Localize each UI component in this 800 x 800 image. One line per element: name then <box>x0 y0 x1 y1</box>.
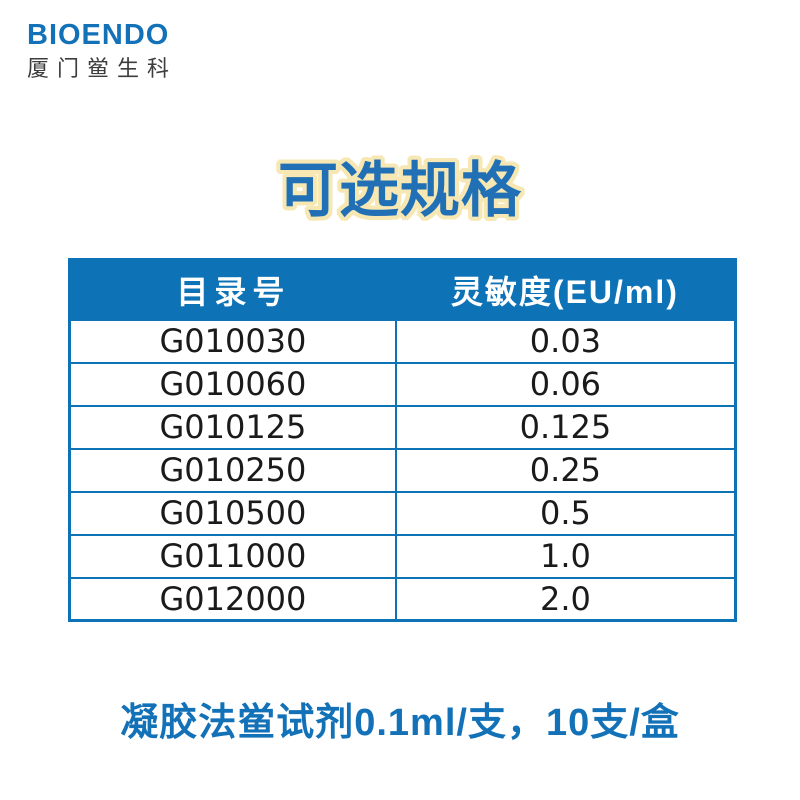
spec-table-grid: 目录号 灵敏度(EU/ml) G010030 0.03 G010060 0.06 G01… <box>68 258 737 622</box>
table-cell-catalog: G010500 <box>68 490 397 536</box>
table-row: G010125 0.125 <box>68 404 737 450</box>
table-cell-sensitivity: 1.0 <box>394 533 737 579</box>
col-header-catalog-number: 目录号 <box>69 259 396 320</box>
page-title: 可选规格 <box>278 157 522 224</box>
table-cell-catalog: G011000 <box>68 533 397 579</box>
table-row: G012000 2.0 <box>68 576 737 622</box>
product-caption: 凝胶法鲎试剂0.1ml/支，10支/盒 <box>120 702 680 744</box>
brand-logo: BIOENDO 厦门鲎生科 <box>27 20 177 82</box>
table-row: G010030 0.03 <box>68 318 737 364</box>
brand-name: BIOENDO <box>27 19 170 51</box>
table-cell-sensitivity: 0.5 <box>394 490 737 536</box>
table-cell-catalog: G010125 <box>68 404 397 450</box>
brand-subtitle: 厦门鲎生科 <box>27 56 178 82</box>
table-cell-sensitivity: 2.0 <box>394 576 737 622</box>
table-row: G010250 0.25 <box>68 447 737 493</box>
table-cell-catalog: G012000 <box>68 576 397 622</box>
table-cell-sensitivity: 0.25 <box>394 447 737 493</box>
table-cell-catalog: G010030 <box>68 318 397 364</box>
table-row: G011000 1.0 <box>68 533 737 579</box>
table-cell-sensitivity: 0.03 <box>394 318 737 364</box>
table-cell-sensitivity: 0.125 <box>394 404 737 450</box>
table-row: G010500 0.5 <box>68 490 737 536</box>
table-cell-sensitivity: 0.06 <box>394 361 737 407</box>
table-row: G010060 0.06 <box>68 361 737 407</box>
table-cell-catalog: G010060 <box>68 361 397 407</box>
col-header-sensitivity: 灵敏度(EU/ml) <box>395 259 736 320</box>
spec-table: 目录号 灵敏度(EU/ml) G010030 0.03 G010060 0.06 G01… <box>68 258 737 622</box>
table-cell-catalog: G010250 <box>68 447 397 493</box>
table-header-row: 目录号 灵敏度(EU/ml) <box>69 259 736 320</box>
table-body: G010030 0.03 G010060 0.06 G010125 0.125 G01025… <box>68 318 737 622</box>
